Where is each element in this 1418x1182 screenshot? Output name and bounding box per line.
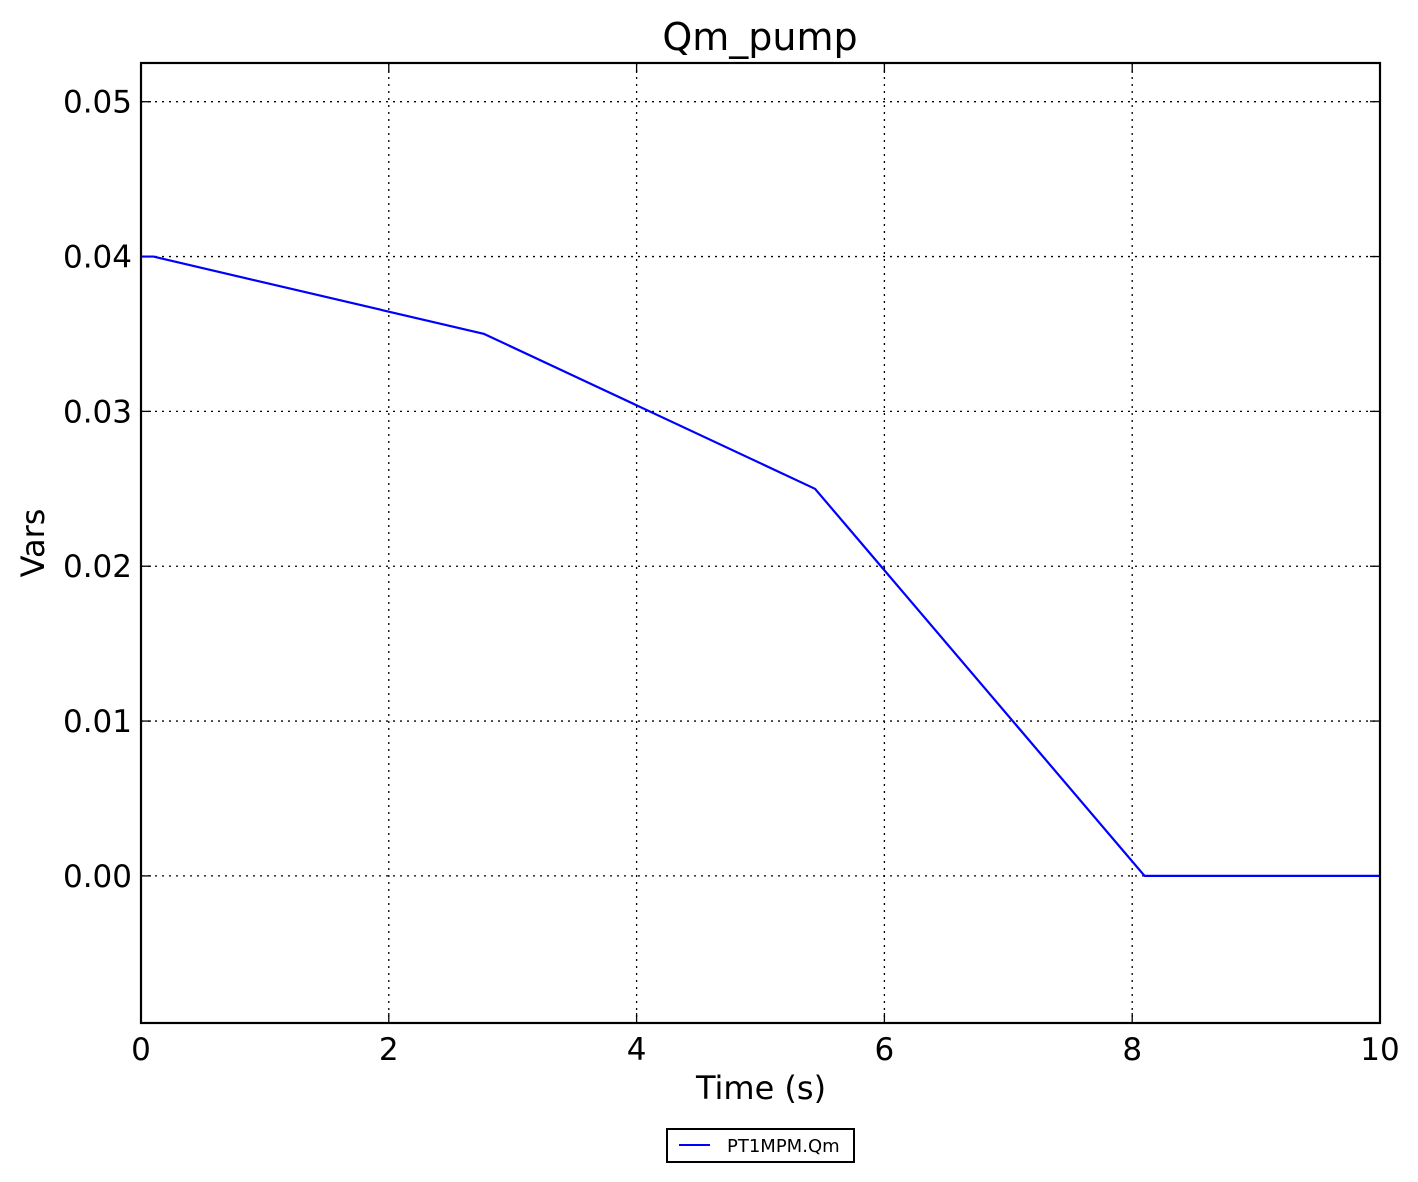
x-axis-label: Time (s) bbox=[695, 1069, 826, 1107]
y-axis-label: Vars bbox=[14, 509, 52, 578]
y-tick-label: 0.01 bbox=[63, 704, 132, 740]
x-tick-label: 2 bbox=[379, 1032, 399, 1068]
series-layer bbox=[141, 255, 1380, 878]
legend: PT1MPM.Qm bbox=[666, 1128, 855, 1163]
x-tick-label: 8 bbox=[1122, 1032, 1142, 1068]
y-tick-label: 0.04 bbox=[63, 240, 132, 276]
x-tick-label: 0 bbox=[131, 1032, 151, 1068]
series-line bbox=[141, 255, 1380, 878]
plot-frame bbox=[139, 61, 1382, 1025]
x-tick-label: 4 bbox=[627, 1032, 647, 1068]
y-tick-label: 0.00 bbox=[63, 859, 132, 895]
x-tick-label: 10 bbox=[1360, 1032, 1399, 1068]
legend-label: PT1MPM.Qm bbox=[727, 1136, 840, 1157]
y-tick-label: 0.05 bbox=[63, 85, 132, 121]
y-tick-labels: 0.00 0.01 0.02 0.03 0.04 0.05 bbox=[63, 85, 132, 895]
chart-title: Qm_pump bbox=[662, 15, 857, 59]
y-tick-label: 0.03 bbox=[63, 394, 132, 430]
x-tick-label: 6 bbox=[875, 1032, 895, 1068]
plot-area-clip bbox=[141, 255, 1380, 878]
y-tick-label: 0.02 bbox=[63, 549, 132, 585]
x-tick-labels: 0 2 4 6 8 10 bbox=[131, 1032, 1400, 1068]
